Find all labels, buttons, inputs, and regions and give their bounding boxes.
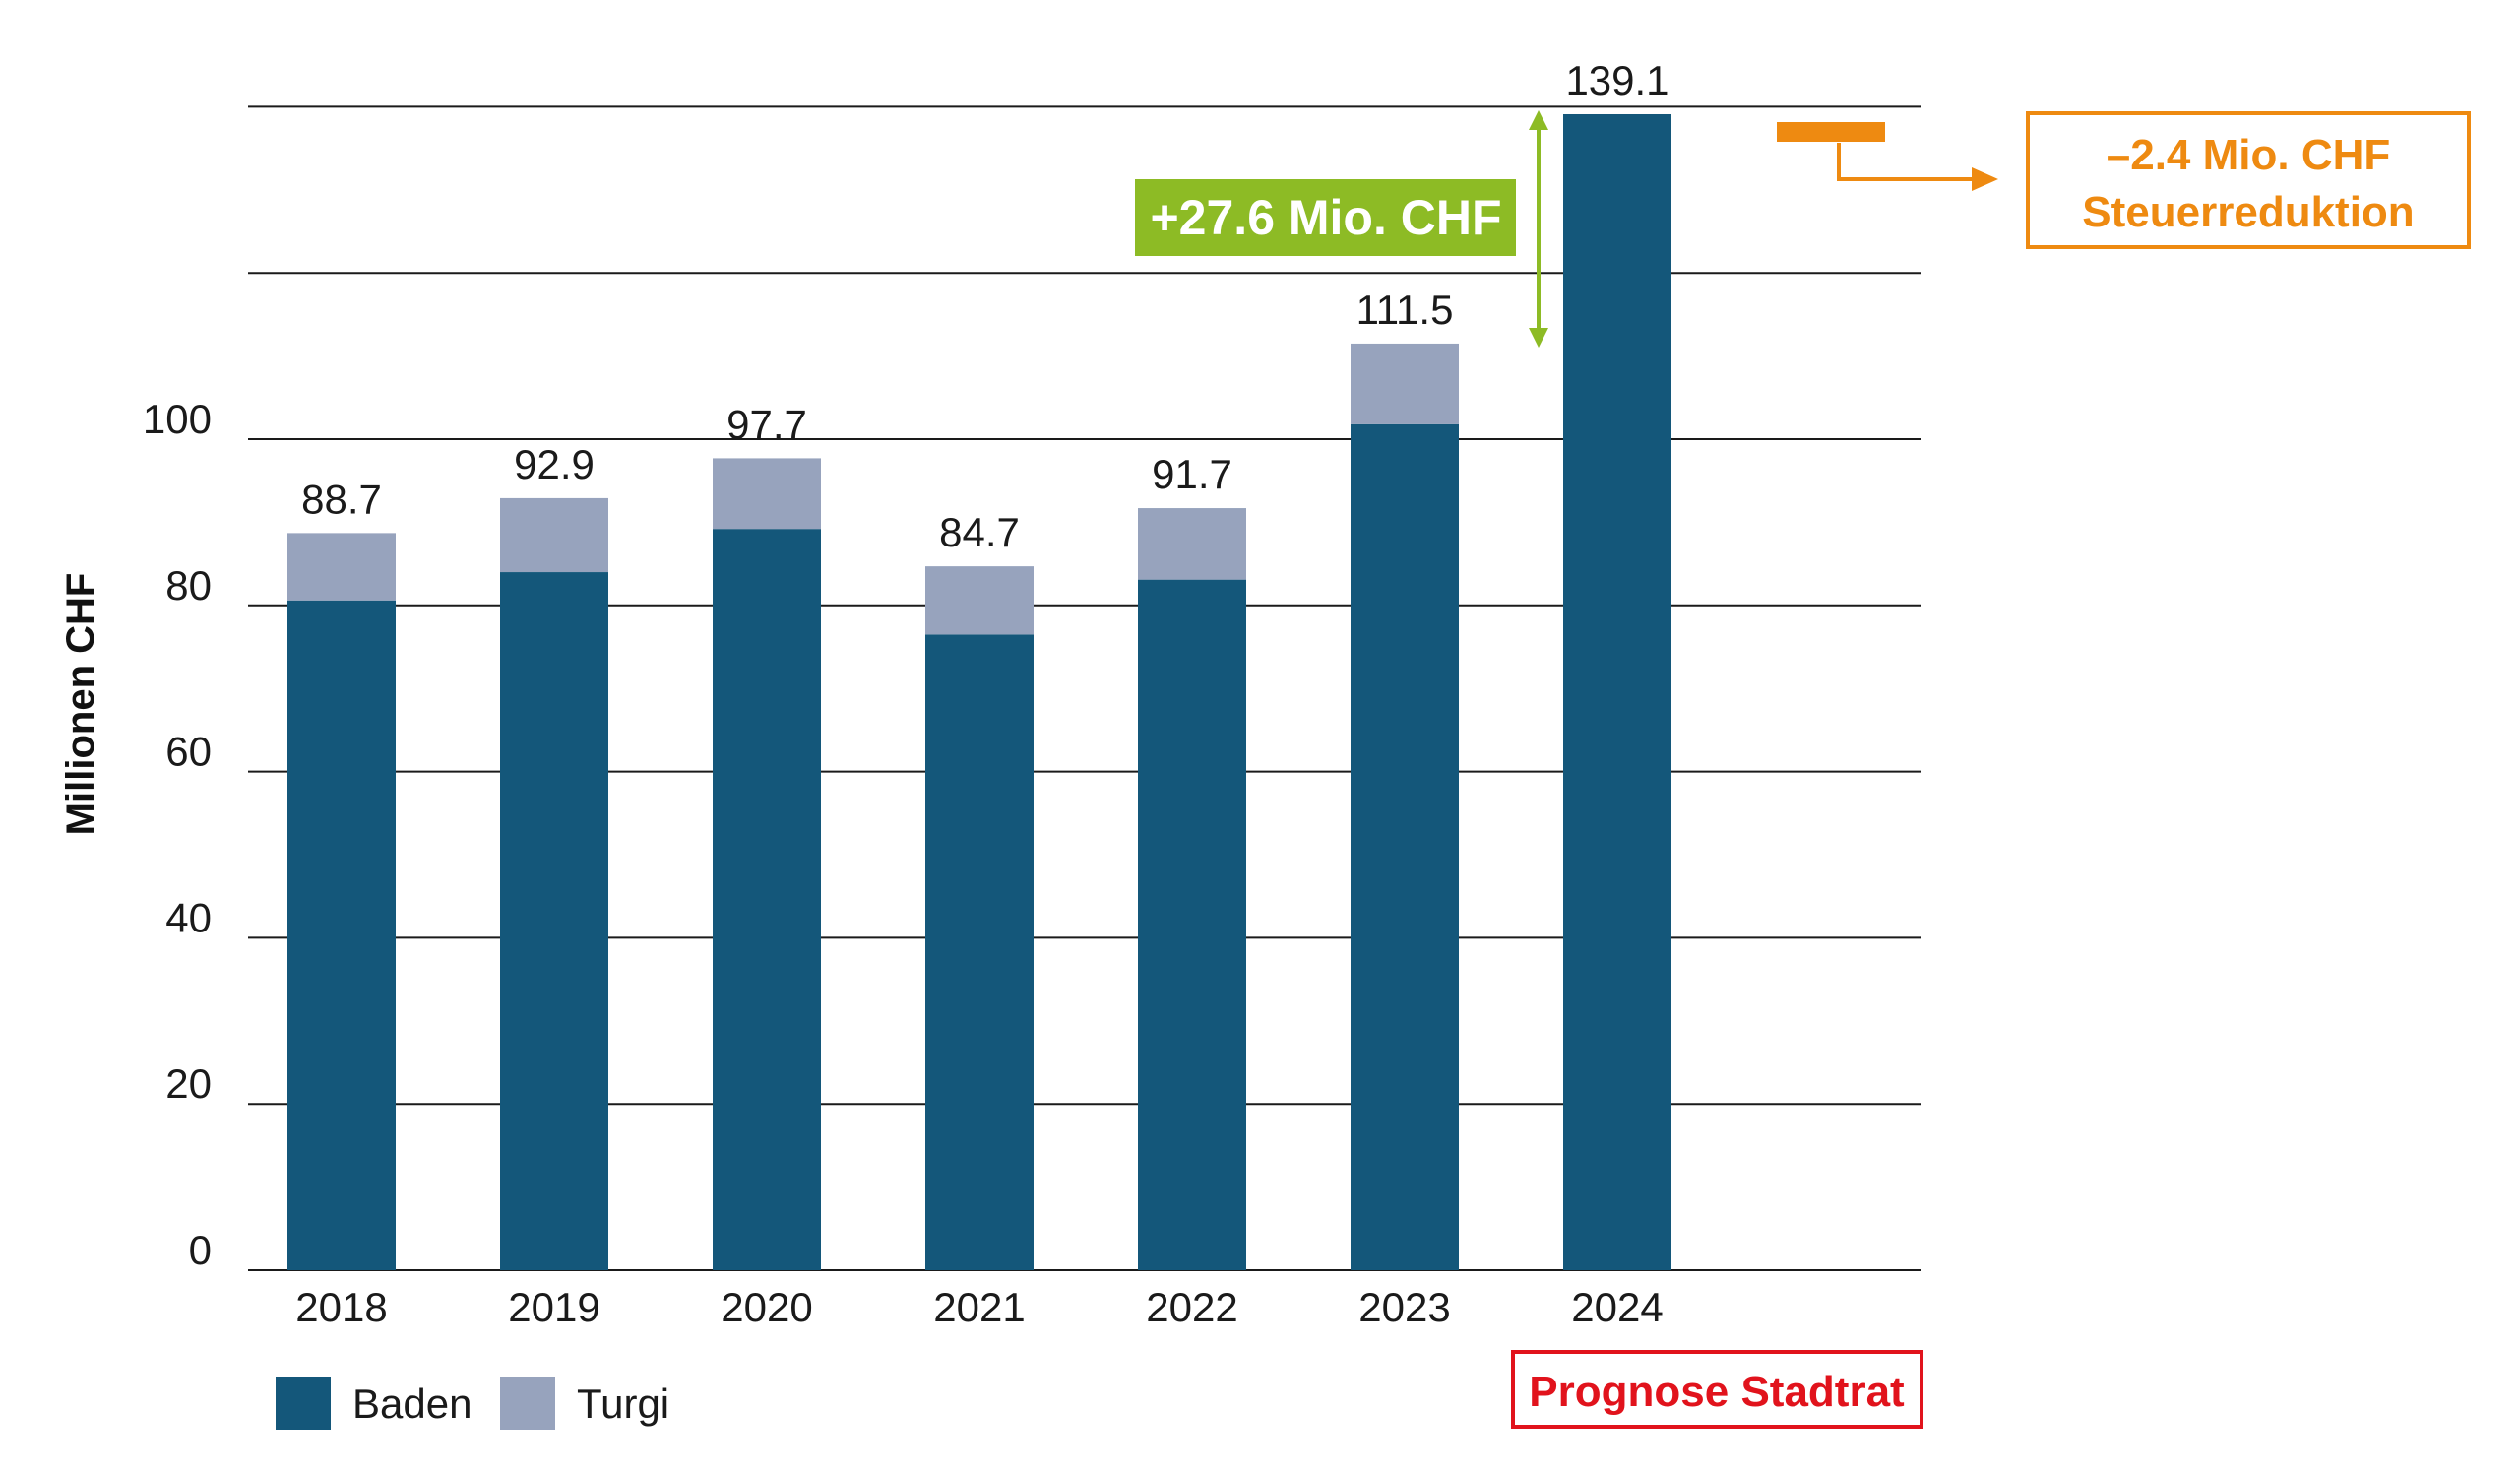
tax-reduction-line1: –2.4 Mio. CHF (2107, 131, 2391, 179)
tax-reduction-annotation: –2.4 Mio. CHF Steuerreduktion (1777, 111, 2471, 249)
legend: Baden Turgi (276, 1377, 669, 1430)
y-tick-label: 60 (165, 729, 212, 775)
x-tick-label: 2023 (1358, 1284, 1450, 1330)
y-tick-label: 0 (189, 1227, 212, 1273)
bar-turgi-2020 (713, 458, 821, 530)
forecast-label: Prognose Stadtrat (1529, 1368, 1905, 1416)
bar-turgi-2021 (925, 566, 1034, 635)
forecast-note: Prognose Stadtrat (1511, 1350, 1923, 1429)
bar-turgi-2022 (1138, 508, 1246, 580)
bar-baden-2019 (500, 572, 608, 1270)
total-label-2023: 111.5 (1356, 287, 1454, 333)
bar-baden-2020 (713, 529, 821, 1270)
tax-reduction-connector (1837, 143, 1974, 181)
total-label-2019: 92.9 (514, 441, 595, 487)
y-tick-label: 20 (165, 1060, 212, 1107)
legend-swatch-baden (276, 1377, 331, 1430)
bar-baden-2023 (1351, 423, 1459, 1271)
x-axis-ticks: 2018 2019 2020 2021 2022 2023 2024 (295, 1284, 1663, 1330)
x-tick-label: 2019 (508, 1284, 599, 1330)
bar-baden-2022 (1138, 579, 1246, 1270)
y-tick-label: 80 (165, 562, 212, 609)
y-axis-label: Millionen CHF (59, 573, 102, 836)
bar-turgi-2018 (287, 533, 396, 601)
y-axis-ticks: 0 20 40 60 80 100 (143, 396, 212, 1273)
increase-label: +27.6 Mio. CHF (1150, 190, 1501, 245)
forecast-box (1511, 1350, 1923, 1429)
bar-baden-2021 (925, 634, 1034, 1270)
bar-turgi-2023 (1351, 343, 1459, 424)
total-value-labels: 88.7 92.9 97.7 84.7 91.7 111.5 139.1 (301, 57, 1669, 555)
tax-reduction-arrowhead (1972, 167, 1998, 191)
x-tick-label: 2021 (933, 1284, 1025, 1330)
legend-swatch-turgi (500, 1377, 555, 1430)
x-tick-label: 2022 (1146, 1284, 1237, 1330)
tax-reduction-box (2026, 111, 2471, 249)
total-label-2024: 139.1 (1565, 57, 1669, 103)
y-tick-label: 100 (143, 396, 212, 442)
bar-baden-2018 (287, 600, 396, 1270)
tax-reduction-marker (1777, 122, 1885, 142)
increase-annotation: +27.6 Mio. CHF (1135, 109, 1548, 348)
y-tick-label: 40 (165, 894, 212, 940)
legend-label-turgi: Turgi (577, 1381, 669, 1427)
x-tick-label: 2024 (1571, 1284, 1663, 1330)
total-label-2021: 84.7 (939, 509, 1020, 555)
bars (287, 113, 1671, 1271)
total-label-2020: 97.7 (726, 401, 807, 447)
x-tick-label: 2020 (721, 1284, 812, 1330)
bar-baden-2024 (1563, 113, 1671, 1271)
total-label-2022: 91.7 (1152, 451, 1232, 497)
total-label-2018: 88.7 (301, 476, 382, 522)
increase-label-box (1135, 179, 1516, 256)
tax-reduction-line2: Steuerreduktion (2082, 188, 2414, 236)
x-tick-label: 2018 (295, 1284, 387, 1330)
bar-turgi-2019 (500, 497, 608, 573)
legend-label-baden: Baden (352, 1381, 472, 1427)
